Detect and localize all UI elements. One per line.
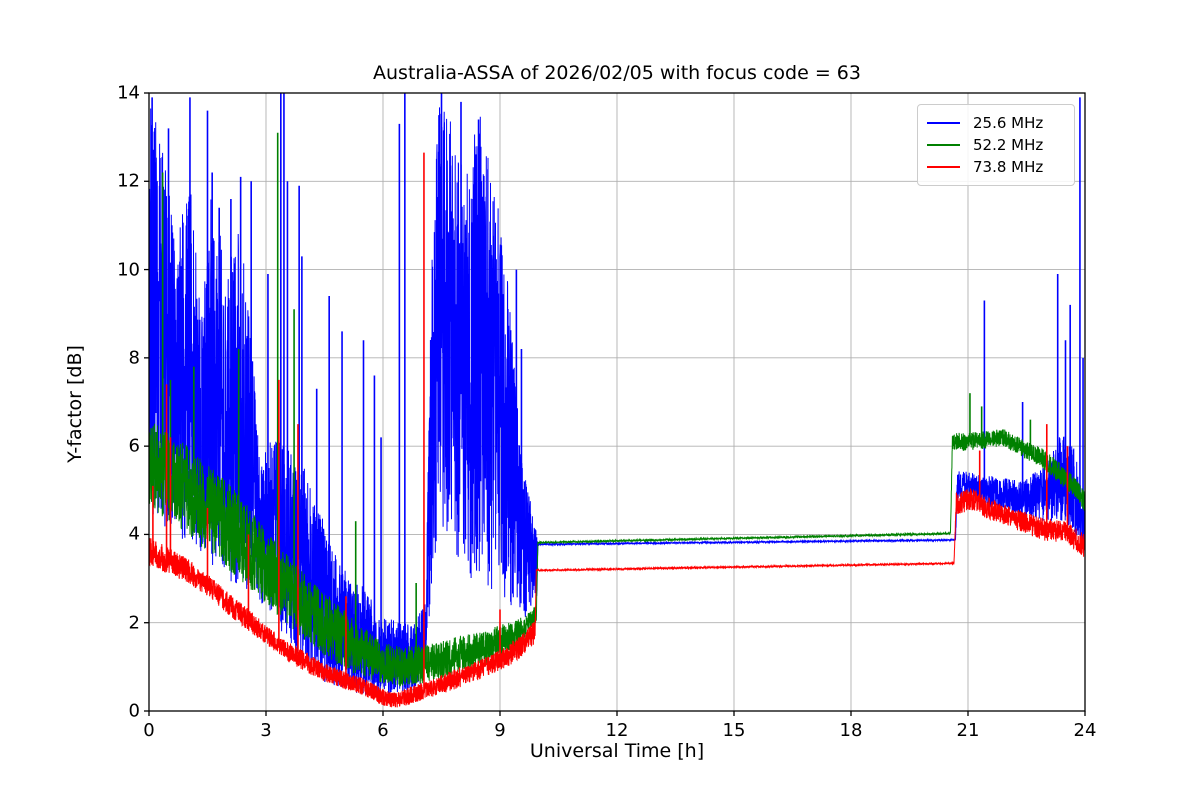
x-tick-label: 6 — [377, 720, 389, 741]
y-tick-label: 12 — [117, 170, 140, 192]
y-axis-label: Y-factor [dB] — [64, 345, 86, 463]
y-tick-label: 2 — [128, 612, 140, 634]
x-tick-label: 21 — [956, 720, 980, 741]
y-tick-label: 8 — [128, 347, 140, 369]
x-axis-label: Universal Time [h] — [529, 740, 705, 762]
series-layer — [149, 93, 1085, 708]
x-tick-label: 18 — [839, 720, 863, 741]
series-25.6-MHz — [149, 93, 1085, 697]
series-52.2-MHz — [149, 132, 1085, 687]
legend-item: 73.8 MHz — [927, 156, 1064, 178]
y-tick-label: 0 — [128, 700, 140, 722]
legend-line-swatch-green — [927, 144, 960, 146]
axes-frame — [144, 92, 1086, 716]
series-73.8-MHz — [149, 152, 1085, 708]
legend-label: 52.2 MHz — [973, 136, 1044, 154]
legend-label: 73.8 MHz — [973, 158, 1044, 176]
y-tick-label: 4 — [128, 523, 140, 545]
legend-line-swatch-red — [927, 166, 960, 168]
legend-item: 25.6 MHz — [927, 112, 1064, 134]
y-tick-label: 6 — [128, 435, 140, 457]
legend-line-swatch-blue — [927, 122, 960, 124]
x-tick-label: 24 — [1073, 720, 1097, 741]
chart-title: Australia-ASSA of 2026/02/05 with focus … — [373, 62, 861, 84]
x-tick-label: 9 — [494, 720, 506, 741]
x-tick-label: 12 — [605, 720, 629, 741]
x-tick-label: 15 — [722, 720, 746, 741]
legend-item: 52.2 MHz — [927, 134, 1064, 156]
legend-label: 25.6 MHz — [973, 114, 1044, 132]
y-tick-label: 14 — [117, 82, 140, 104]
y-tick-label: 10 — [117, 259, 140, 281]
legend: 25.6 MHz 52.2 MHz 73.8 MHz — [917, 104, 1075, 186]
x-tick-label: 3 — [260, 720, 272, 741]
x-tick-label: 0 — [143, 720, 155, 741]
